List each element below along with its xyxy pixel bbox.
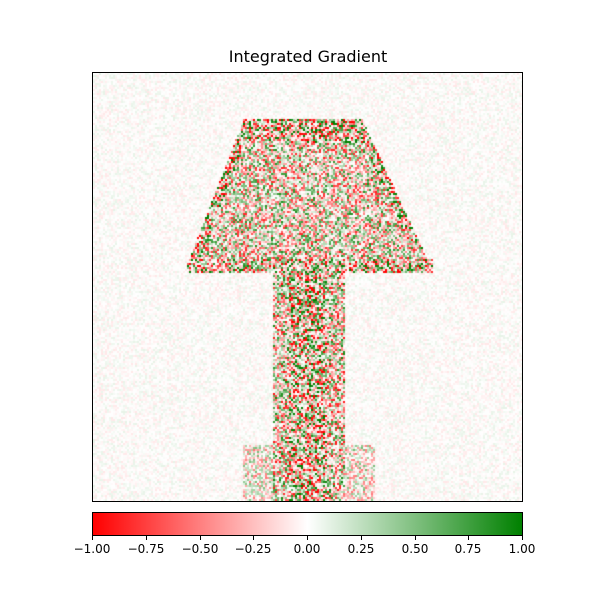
colorbar-tick bbox=[468, 536, 469, 540]
colorbar-tick-label: 0.50 bbox=[401, 542, 429, 556]
colorbar-tick-label: −0.75 bbox=[127, 542, 165, 556]
chart-title: Integrated Gradient bbox=[228, 47, 388, 66]
colorbar-tick bbox=[361, 536, 362, 540]
colorbar-tick-label: −0.50 bbox=[181, 542, 219, 556]
colorbar-tick bbox=[307, 536, 308, 540]
colorbar-tick-label: 0.25 bbox=[347, 542, 375, 556]
colorbar-tick-label: 1.00 bbox=[508, 542, 536, 556]
colorbar-tick bbox=[415, 536, 416, 540]
attribution-heatmap bbox=[93, 73, 522, 501]
colorbar-tick bbox=[522, 536, 523, 540]
colorbar-tick bbox=[146, 536, 147, 540]
colorbar-tick-label: −1.00 bbox=[73, 542, 111, 556]
colorbar-gradient bbox=[93, 513, 522, 535]
colorbar-tick-label: −0.25 bbox=[234, 542, 272, 556]
heatmap-plot-area bbox=[92, 72, 523, 502]
colorbar-axis: −1.00 −0.75 −0.50 −0.25 0.00 0.25 0.50 0.75 1.00 bbox=[74, 536, 535, 560]
colorbar-tick bbox=[200, 536, 201, 540]
colorbar-tick bbox=[92, 536, 93, 540]
colorbar-tick-label: 0.00 bbox=[293, 542, 321, 556]
colorbar-tick-label: 0.75 bbox=[454, 542, 482, 556]
colorbar bbox=[92, 512, 523, 536]
colorbar-tick bbox=[253, 536, 254, 540]
